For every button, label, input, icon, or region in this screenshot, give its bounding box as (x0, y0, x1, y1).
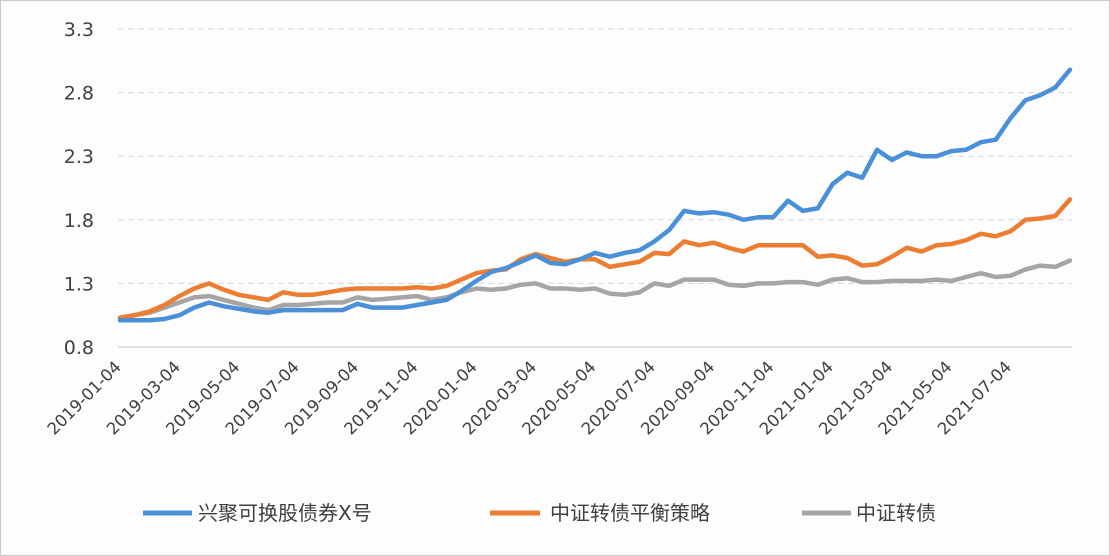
y-tick-label: 2.8 (64, 83, 94, 105)
y-tick-label: 1.8 (64, 210, 94, 232)
y-tick-label: 3.3 (64, 19, 94, 41)
legend: 兴聚可换股债券X号 中证转债平衡策略 中证转债 (143, 501, 936, 525)
series-lines (117, 67, 1073, 323)
legend-label-0: 兴聚可换股债券X号 (198, 501, 372, 525)
x-axis: 2019-01-042019-03-042019-05-042019-07-04… (44, 357, 1015, 438)
series-line-0 (117, 67, 1073, 323)
y-axis: 3.3 2.8 2.3 1.8 1.3 0.8 (64, 19, 94, 359)
legend-label-2: 中证转债 (856, 501, 936, 525)
y-tick-label: 2.3 (64, 146, 94, 168)
y-tick-label: 0.8 (64, 337, 94, 359)
y-tick-label: 1.3 (64, 273, 94, 295)
series-line-2 (117, 258, 1073, 320)
series-line-1 (117, 197, 1073, 320)
legend-label-1: 中证转债平衡策略 (550, 501, 710, 525)
